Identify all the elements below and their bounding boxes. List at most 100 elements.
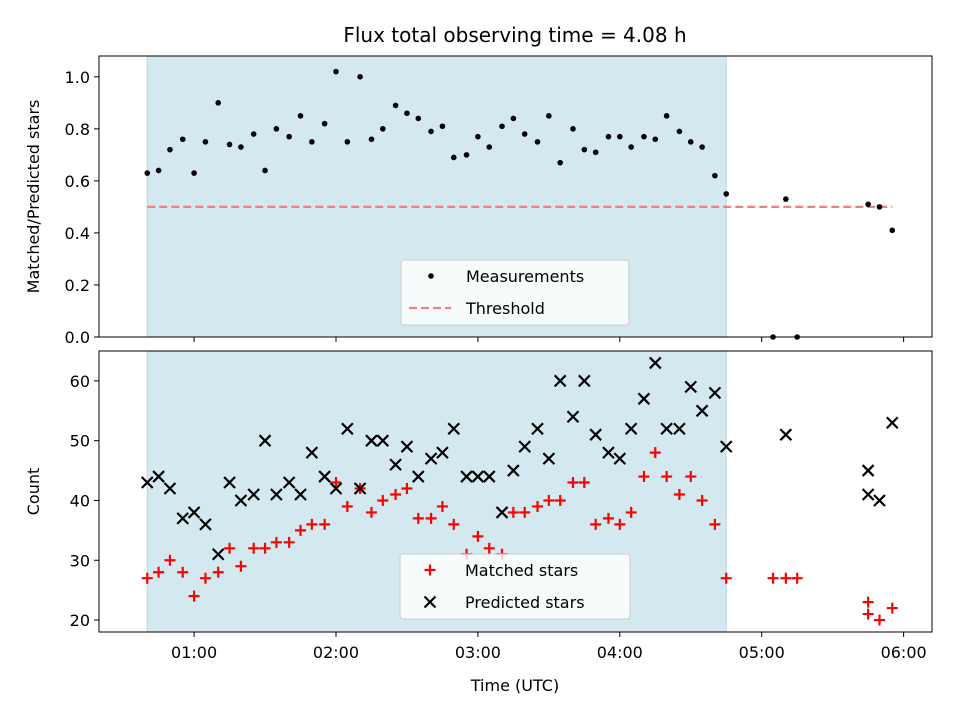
data-point <box>862 596 874 608</box>
data-point <box>176 512 190 525</box>
data-point <box>885 416 899 430</box>
data-point <box>660 422 673 436</box>
y-tick-label: 1.0 <box>65 68 90 87</box>
data-point <box>482 470 496 483</box>
data-point <box>684 380 698 394</box>
data-point <box>570 126 576 132</box>
data-point <box>389 458 402 471</box>
y-tick-label: 30 <box>70 551 90 570</box>
data-point <box>546 113 552 119</box>
data-point <box>507 506 519 518</box>
data-point <box>708 386 722 400</box>
legend-box <box>399 553 631 620</box>
data-point <box>404 110 410 117</box>
data-point <box>211 547 225 561</box>
data-point <box>202 139 209 145</box>
data-point <box>439 123 446 130</box>
data-point <box>365 506 377 518</box>
y-tick-label: 40 <box>70 491 90 510</box>
data-point <box>780 572 792 584</box>
data-point <box>212 566 224 578</box>
data-point <box>424 452 438 465</box>
data-point <box>365 434 378 447</box>
data-point <box>141 572 153 584</box>
data-point <box>155 167 162 174</box>
data-point <box>720 572 732 584</box>
data-point <box>861 464 875 477</box>
data-point <box>248 542 260 554</box>
data-point <box>392 102 399 109</box>
x-tick-label: 06:00 <box>881 643 927 662</box>
data-point <box>318 470 331 483</box>
y-tick-label: 0.0 <box>65 328 90 347</box>
data-point <box>376 434 390 447</box>
legend-label: Threshold <box>465 299 545 318</box>
legend-label: Measurements <box>466 267 584 286</box>
data-point <box>463 152 470 158</box>
data-point <box>499 123 505 130</box>
y-axis-title: Count <box>24 468 43 516</box>
data-point <box>223 476 236 489</box>
data-point <box>699 144 705 150</box>
data-point <box>617 133 623 140</box>
data-point <box>153 566 165 578</box>
x-tick-label: 01:00 <box>171 643 217 662</box>
data-point <box>605 133 612 140</box>
data-point <box>152 470 165 483</box>
data-point <box>534 139 541 145</box>
data-point <box>486 144 493 150</box>
data-point <box>226 141 233 148</box>
data-point <box>235 560 247 572</box>
y-axis-title: Matched/Predicted stars <box>24 100 43 294</box>
x-axis-title: Time (UTC) <box>470 676 559 695</box>
data-point <box>460 470 473 483</box>
data-point <box>590 518 602 530</box>
data-point <box>578 477 590 489</box>
data-point <box>475 133 481 140</box>
data-point <box>144 170 151 176</box>
data-point <box>344 139 351 145</box>
data-point <box>696 494 708 506</box>
data-point <box>247 488 260 501</box>
data-point <box>412 512 424 524</box>
data-point <box>199 518 212 531</box>
data-point <box>380 126 386 132</box>
data-point <box>602 512 614 524</box>
legend: Matched stars Predicted stars <box>399 553 631 620</box>
data-point <box>712 172 718 179</box>
data-point <box>321 120 328 127</box>
data-point <box>709 518 721 530</box>
data-point <box>215 100 222 106</box>
data-point <box>250 131 257 137</box>
x-tick-label: 02:00 <box>313 643 359 662</box>
data-point <box>589 428 602 441</box>
data-point <box>377 494 389 506</box>
data-point <box>270 536 282 548</box>
data-point <box>341 500 353 512</box>
data-point <box>412 470 425 483</box>
data-point <box>862 608 874 620</box>
data-point <box>309 139 315 145</box>
data-point <box>436 446 449 459</box>
data-point <box>873 614 885 626</box>
data-point <box>510 115 517 122</box>
y-tick-label: 50 <box>70 432 90 451</box>
legend-marker <box>428 273 434 279</box>
y-tick-label: 20 <box>70 611 90 630</box>
data-point <box>270 488 283 501</box>
data-point <box>649 356 662 370</box>
data-point <box>401 483 413 495</box>
data-point <box>283 536 295 548</box>
axes-frame <box>98 350 933 633</box>
data-point <box>687 139 694 145</box>
data-point <box>861 488 875 501</box>
data-point <box>685 471 697 483</box>
data-point <box>273 126 280 132</box>
data-point <box>179 136 186 143</box>
data-point <box>167 146 173 153</box>
data-point <box>353 482 367 495</box>
data-point <box>188 590 200 602</box>
data-point <box>652 136 659 143</box>
data-point <box>297 113 304 119</box>
data-point <box>164 554 176 566</box>
